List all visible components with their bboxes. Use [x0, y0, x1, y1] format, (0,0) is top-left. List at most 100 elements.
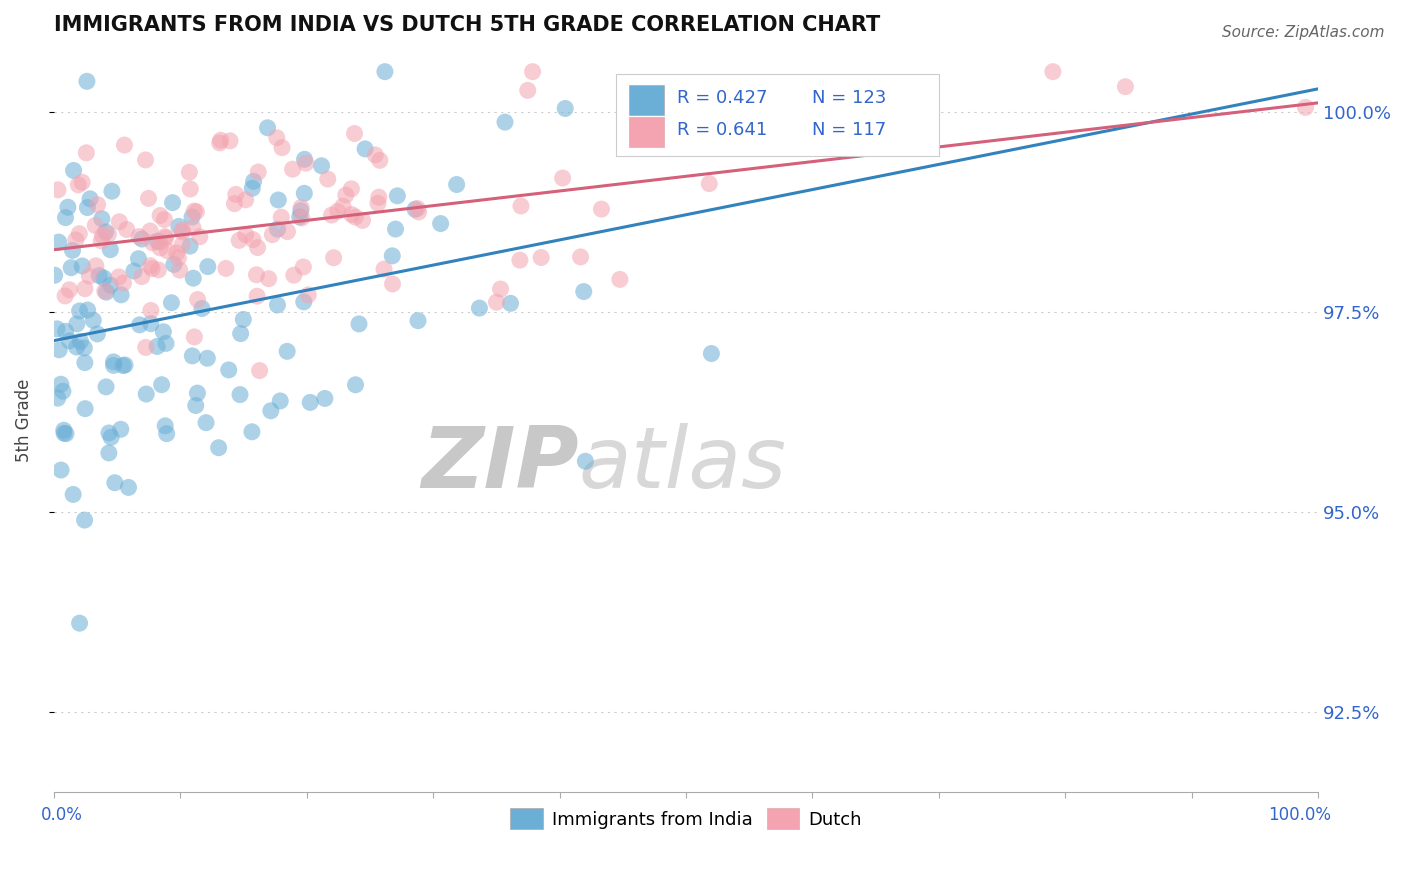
- Point: [110, 422, 132, 436]
- Point: [191, 301, 214, 316]
- Point: [112, 359, 135, 373]
- Point: [110, 288, 132, 302]
- Point: [70, 259, 93, 273]
- Point: [509, 253, 531, 268]
- Point: [163, 257, 186, 271]
- Point: [368, 153, 391, 168]
- Point: [44, 268, 66, 283]
- Legend: Immigrants from India, Dutch: Immigrants from India, Dutch: [503, 801, 869, 837]
- Point: [135, 340, 157, 354]
- Point: [344, 377, 367, 392]
- Point: [373, 262, 395, 277]
- Point: [1042, 64, 1064, 78]
- Point: [100, 430, 122, 444]
- Point: [93, 271, 115, 285]
- Bar: [628, 117, 665, 146]
- Point: [139, 259, 162, 273]
- Point: [181, 220, 204, 235]
- Point: [283, 268, 305, 282]
- Point: [53, 426, 76, 441]
- Text: 100.0%: 100.0%: [1268, 806, 1331, 824]
- Y-axis label: 5th Grade: 5th Grade: [15, 378, 32, 461]
- Point: [340, 207, 363, 221]
- Point: [114, 138, 136, 153]
- Point: [153, 212, 176, 227]
- Point: [242, 233, 264, 247]
- Point: [156, 244, 179, 258]
- Point: [572, 285, 595, 299]
- Point: [291, 211, 314, 225]
- Point: [209, 133, 232, 147]
- Point: [179, 239, 201, 253]
- Point: [112, 276, 135, 290]
- Point: [352, 213, 374, 227]
- Point: [183, 330, 205, 344]
- Point: [96, 285, 118, 300]
- Point: [516, 83, 538, 97]
- Point: [181, 349, 204, 363]
- Point: [208, 441, 231, 455]
- Point: [266, 222, 288, 236]
- Point: [62, 244, 84, 258]
- Point: [700, 346, 723, 360]
- Point: [1114, 79, 1136, 94]
- Point: [384, 222, 406, 236]
- Point: [367, 196, 389, 211]
- Point: [94, 225, 117, 239]
- Text: Source: ZipAtlas.com: Source: ZipAtlas.com: [1222, 25, 1385, 40]
- Point: [46, 322, 69, 336]
- Point: [256, 120, 278, 135]
- Point: [354, 142, 377, 156]
- Point: [48, 235, 70, 249]
- Point: [344, 210, 367, 224]
- Point: [179, 165, 201, 179]
- Point: [69, 334, 91, 349]
- Text: ZIP: ZIP: [420, 423, 578, 506]
- Point: [46, 391, 69, 405]
- Point: [146, 339, 169, 353]
- Point: [55, 426, 77, 441]
- Point: [134, 153, 156, 167]
- Point: [240, 181, 263, 195]
- Point: [149, 235, 172, 249]
- Point: [335, 188, 357, 202]
- Point: [186, 386, 208, 401]
- Point: [367, 190, 389, 204]
- Point: [290, 201, 312, 215]
- Point: [55, 324, 77, 338]
- Point: [197, 260, 219, 274]
- Point: [149, 209, 172, 223]
- Point: [281, 162, 304, 177]
- Point: [381, 249, 404, 263]
- Point: [510, 199, 533, 213]
- Point: [155, 418, 177, 433]
- Point: [75, 401, 97, 416]
- Point: [257, 271, 280, 285]
- Point: [311, 159, 333, 173]
- Point: [101, 184, 124, 198]
- Point: [276, 225, 298, 239]
- Point: [569, 250, 592, 264]
- Point: [260, 404, 283, 418]
- Point: [276, 344, 298, 359]
- Point: [82, 313, 104, 327]
- Point: [374, 64, 396, 78]
- Point: [288, 210, 311, 224]
- Point: [103, 355, 125, 369]
- Point: [73, 513, 96, 527]
- Point: [387, 189, 409, 203]
- Point: [90, 234, 112, 248]
- Point: [292, 260, 315, 274]
- Point: [183, 204, 205, 219]
- Point: [97, 425, 120, 440]
- Point: [155, 231, 177, 245]
- Point: [494, 115, 516, 129]
- Point: [156, 426, 179, 441]
- Point: [240, 425, 263, 439]
- Point: [297, 288, 319, 302]
- Point: [65, 340, 87, 354]
- Point: [115, 222, 138, 236]
- Point: [247, 165, 270, 179]
- Point: [232, 312, 254, 326]
- Point: [242, 174, 264, 188]
